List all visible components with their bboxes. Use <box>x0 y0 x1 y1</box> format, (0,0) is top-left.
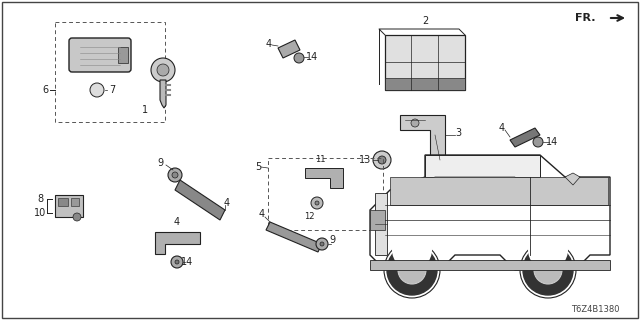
Text: 1: 1 <box>142 105 148 115</box>
Polygon shape <box>266 222 322 252</box>
Circle shape <box>384 242 440 298</box>
Circle shape <box>523 245 573 295</box>
Circle shape <box>387 245 437 295</box>
Circle shape <box>151 58 175 82</box>
Circle shape <box>434 156 442 164</box>
Circle shape <box>157 64 169 76</box>
Text: 4: 4 <box>174 217 180 227</box>
FancyBboxPatch shape <box>69 38 131 72</box>
Text: 14: 14 <box>181 257 193 267</box>
Bar <box>390 177 608 205</box>
Circle shape <box>534 256 562 284</box>
Bar <box>385 35 465 90</box>
Circle shape <box>378 156 386 164</box>
Text: 4: 4 <box>259 209 265 219</box>
Text: 10: 10 <box>34 208 46 218</box>
Text: 4: 4 <box>499 123 505 133</box>
Circle shape <box>168 168 182 182</box>
Circle shape <box>171 256 183 268</box>
Polygon shape <box>160 80 166 108</box>
Text: 5: 5 <box>255 162 261 172</box>
Circle shape <box>533 137 543 147</box>
Polygon shape <box>175 180 225 220</box>
Text: FR.: FR. <box>575 13 595 23</box>
Text: 14: 14 <box>546 137 558 147</box>
Text: 11: 11 <box>315 155 325 164</box>
Bar <box>118 47 128 63</box>
Bar <box>370 210 385 230</box>
Text: 3: 3 <box>455 128 461 138</box>
Polygon shape <box>425 155 540 177</box>
Polygon shape <box>278 40 300 58</box>
Bar <box>370 260 610 270</box>
Circle shape <box>398 256 426 284</box>
Circle shape <box>315 201 319 205</box>
Text: 4: 4 <box>266 39 272 49</box>
Circle shape <box>528 230 568 270</box>
Text: 2: 2 <box>422 16 428 26</box>
Text: 9: 9 <box>329 235 335 245</box>
Text: 8: 8 <box>37 194 43 204</box>
Circle shape <box>294 53 304 63</box>
Polygon shape <box>155 232 200 254</box>
Bar <box>375 193 387 255</box>
Polygon shape <box>510 128 540 147</box>
Text: 12: 12 <box>304 212 314 220</box>
Text: 13: 13 <box>359 155 371 165</box>
Text: 14: 14 <box>306 52 318 62</box>
Circle shape <box>520 242 576 298</box>
Circle shape <box>373 151 391 169</box>
Bar <box>71 198 79 206</box>
Bar <box>55 195 83 217</box>
Bar <box>385 78 465 90</box>
Text: T6Z4B1380: T6Z4B1380 <box>572 306 620 315</box>
Text: 9: 9 <box>157 158 163 168</box>
Circle shape <box>411 119 419 127</box>
Bar <box>58 198 68 206</box>
Circle shape <box>73 213 81 221</box>
Bar <box>268 158 383 230</box>
Circle shape <box>172 172 178 178</box>
Bar <box>55 22 165 122</box>
Circle shape <box>392 230 432 270</box>
Circle shape <box>320 242 324 246</box>
Circle shape <box>175 260 179 264</box>
Circle shape <box>90 83 104 97</box>
Polygon shape <box>400 177 515 193</box>
Polygon shape <box>370 155 610 270</box>
Circle shape <box>311 197 323 209</box>
Polygon shape <box>305 168 343 188</box>
Polygon shape <box>400 115 445 170</box>
Polygon shape <box>565 173 580 185</box>
Circle shape <box>316 238 328 250</box>
Text: 6: 6 <box>42 85 48 95</box>
Text: 7: 7 <box>109 85 115 95</box>
Text: 4: 4 <box>224 198 230 208</box>
